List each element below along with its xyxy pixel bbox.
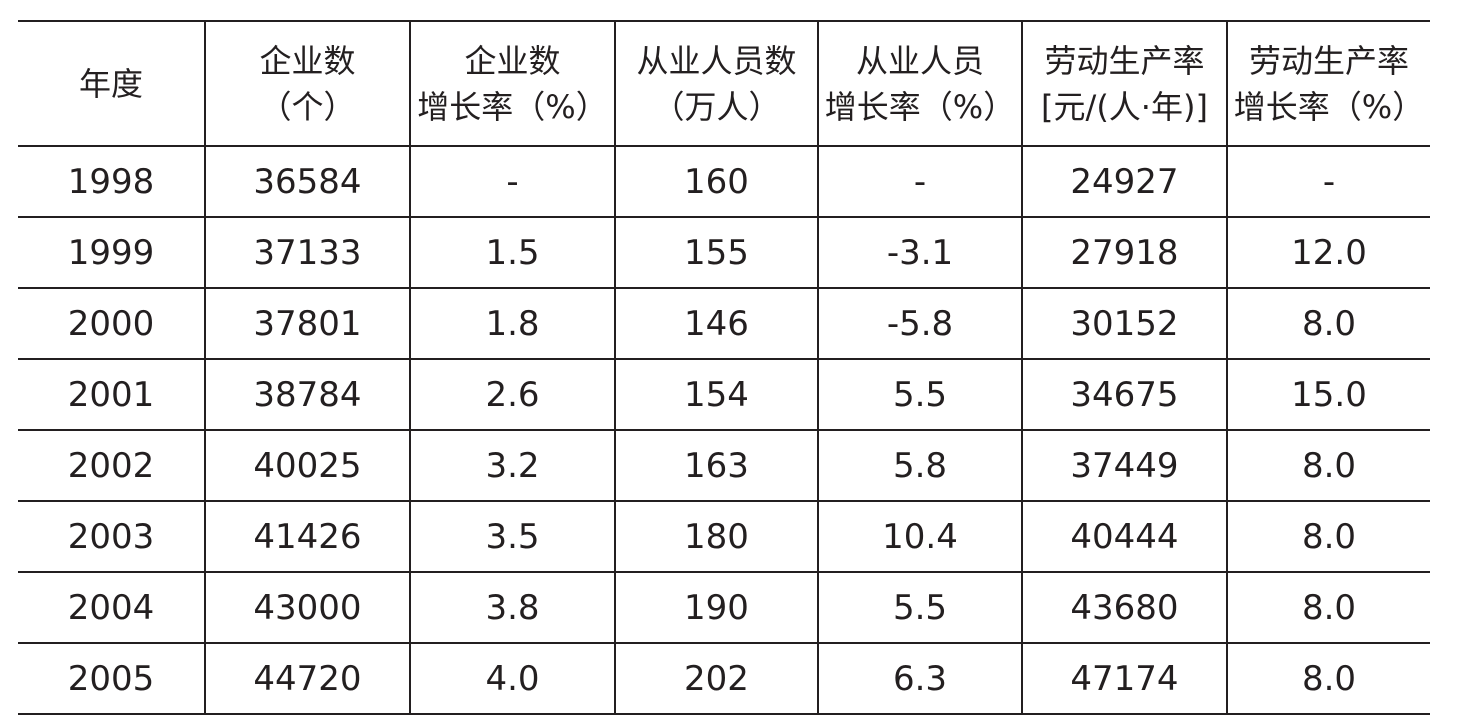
table-row: 2001 38784 2.6 154 5.5 34675 15.0 xyxy=(18,358,1430,431)
header-line: （个） xyxy=(259,87,356,126)
table-cell: 146 xyxy=(614,287,819,360)
table-cell: 36584 xyxy=(204,145,411,218)
table-cell: 3.8 xyxy=(409,571,616,644)
table-cell: 47174 xyxy=(1021,642,1228,715)
table-row: 1998 36584-160-24927- xyxy=(18,145,1430,218)
header-line: 劳动生产率 xyxy=(1044,41,1205,80)
header-line: 年度 xyxy=(78,64,143,103)
table-cell: 8.0 xyxy=(1226,642,1430,715)
table-cell: 30152 xyxy=(1021,287,1228,360)
table-cell: 12.0 xyxy=(1226,216,1430,289)
table-cell: 5.5 xyxy=(817,358,1023,431)
table-cell: 160 xyxy=(614,145,819,218)
table-cell: 8.0 xyxy=(1226,571,1430,644)
table-cell: 4.0 xyxy=(409,642,616,715)
table-cell: 1.8 xyxy=(409,287,616,360)
header-cell: 从业人员数 （万人） xyxy=(614,20,819,147)
table-cell: 10.4 xyxy=(817,500,1023,573)
header-line: 劳动生产率 xyxy=(1248,41,1409,80)
table-cell: 1999 xyxy=(18,216,206,289)
table-cell: 40025 xyxy=(204,429,411,502)
header-cell: 企业数 （个） xyxy=(204,20,411,147)
table-cell: 41426 xyxy=(204,500,411,573)
table-cell: 8.0 xyxy=(1226,287,1430,360)
table-header: 年度 企业数 （个） 企业数 增长率（%） 从业人员数 （万人） 从业人员 增长率（%） 劳动生产… xyxy=(18,20,1430,147)
header-row: 年度 企业数 （个） 企业数 增长率（%） 从业人员数 （万人） 从业人员 增长率（%） 劳动生产… xyxy=(18,20,1430,147)
table-cell: 1.5 xyxy=(409,216,616,289)
header-line: 企业数 xyxy=(464,41,561,80)
header-line: 从业人员数 xyxy=(636,41,797,80)
header-cell: 劳动生产率增长率（%） xyxy=(1226,20,1430,147)
header-line: 企业数 xyxy=(259,41,356,80)
table-cell: 163 xyxy=(614,429,819,502)
table-row: 2003 41426 3.5 180 10.4 40444 8.0 xyxy=(18,500,1430,573)
table-cell: 2003 xyxy=(18,500,206,573)
table-cell: 8.0 xyxy=(1226,500,1430,573)
table-cell: 2001 xyxy=(18,358,206,431)
header-cell: 企业数增长率（%） xyxy=(409,20,616,147)
table-cell: - xyxy=(1226,145,1430,218)
table-cell: 24927 xyxy=(1021,145,1228,218)
table-cell: 15.0 xyxy=(1226,358,1430,431)
table-cell: 155 xyxy=(614,216,819,289)
table-cell: 2004 xyxy=(18,571,206,644)
table-cell: -5.8 xyxy=(817,287,1023,360)
table-cell: 2000 xyxy=(18,287,206,360)
data-table: 年度 企业数 （个） 企业数 增长率（%） 从业人员数 （万人） 从业人员 增长率（%） 劳动生产… xyxy=(18,20,1430,715)
table-row: 2005 44720 4.0 202 6.3 47174 8.0 xyxy=(18,642,1430,715)
table-cell: 37449 xyxy=(1021,429,1228,502)
header-line: 增长率（%） xyxy=(1233,87,1425,126)
table-cell: 190 xyxy=(614,571,819,644)
table-row: 2004 43000 3.8 190 5.5 43680 8.0 xyxy=(18,571,1430,644)
table-cell: - xyxy=(409,145,616,218)
table-cell: 5.5 xyxy=(817,571,1023,644)
table-cell: 6.3 xyxy=(817,642,1023,715)
header-cell: 劳动生产率 [元/(人·年)] xyxy=(1021,20,1228,147)
table-cell: 2.6 xyxy=(409,358,616,431)
table-row: 1999 37133 1.5 155 -3.1 27918 12.0 xyxy=(18,216,1430,289)
table-row: 2000 37801 1.8 146 -5.8 30152 8.0 xyxy=(18,287,1430,360)
header-line: 增长率（%） xyxy=(824,87,1016,126)
table-row: 2002 40025 3.2 163 5.8 37449 8.0 xyxy=(18,429,1430,502)
table-cell: 8.0 xyxy=(1226,429,1430,502)
table-cell: - xyxy=(817,145,1023,218)
header-line: 增长率（%） xyxy=(417,87,608,126)
header-line: 从业人员 xyxy=(855,41,984,80)
table-cell: 40444 xyxy=(1021,500,1228,573)
header-cell: 从业人员增长率（%） xyxy=(817,20,1023,147)
table-cell: 2002 xyxy=(18,429,206,502)
header-cell: 年度 xyxy=(18,20,206,147)
table-cell: 1998 xyxy=(18,145,206,218)
table-cell: -3.1 xyxy=(817,216,1023,289)
table-cell: 154 xyxy=(614,358,819,431)
table-cell: 5.8 xyxy=(817,429,1023,502)
table-cell: 43000 xyxy=(204,571,411,644)
table-cell: 180 xyxy=(614,500,819,573)
table-cell: 44720 xyxy=(204,642,411,715)
table-cell: 202 xyxy=(614,642,819,715)
table-cell: 27918 xyxy=(1021,216,1228,289)
table-cell: 43680 xyxy=(1021,571,1228,644)
table-cell: 3.2 xyxy=(409,429,616,502)
table-body: 1998 36584-160-24927-1999 37133 1.5 155 -3.1 2… xyxy=(18,145,1430,715)
table-cell: 38784 xyxy=(204,358,411,431)
table-cell: 37801 xyxy=(204,287,411,360)
table-cell: 37133 xyxy=(204,216,411,289)
table-cell: 2005 xyxy=(18,642,206,715)
table-cell: 34675 xyxy=(1021,358,1228,431)
header-line: （万人） xyxy=(652,87,781,126)
table-cell: 3.5 xyxy=(409,500,616,573)
header-line: [元/(人·年)] xyxy=(1041,87,1208,126)
